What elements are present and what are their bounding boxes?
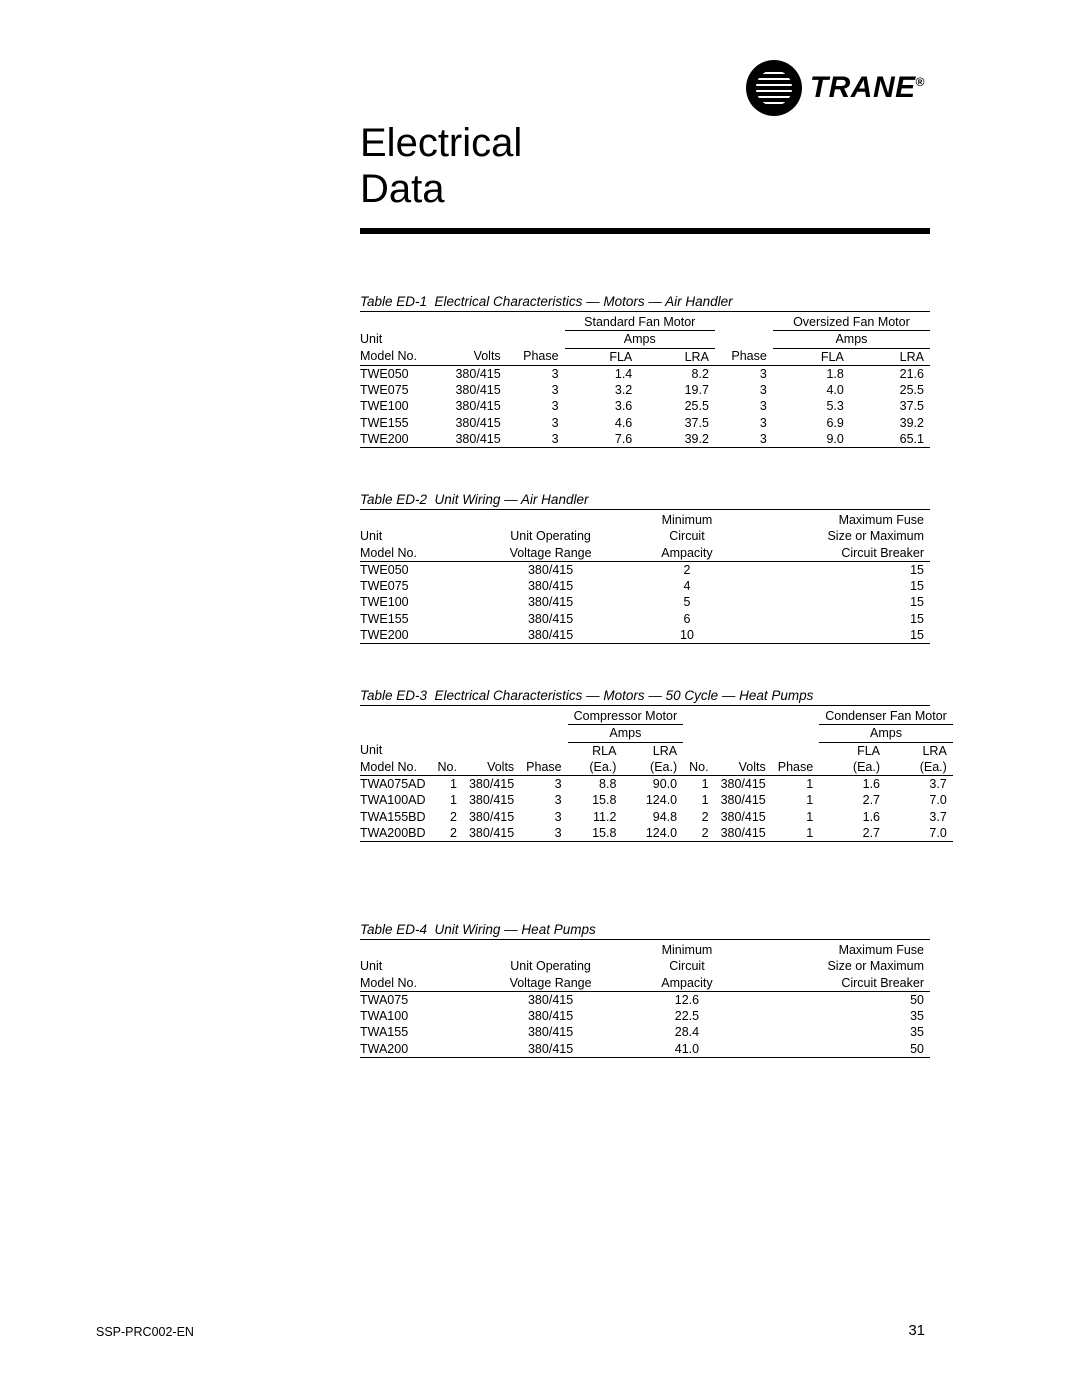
table-row: TWA100AD1380/415315.8124.01380/41512.77.…: [360, 792, 953, 808]
brand-name: TRANE®: [810, 71, 925, 105]
table-row: TWA075380/41512.650: [360, 991, 930, 1008]
table-ed2: Minimum Maximum Fuse Unit Unit Operating…: [360, 512, 930, 644]
table-caption: Table ED-3 Electrical Characteristics — …: [360, 688, 930, 703]
table-row: TWA155380/41528.435: [360, 1024, 930, 1040]
table-row: TWA155BD2380/415311.294.82380/41511.63.7: [360, 809, 953, 825]
table-row: TWE155380/41534.637.536.939.2: [360, 415, 930, 431]
table-row: TWA075AD1380/41538.890.01380/41511.63.7: [360, 776, 953, 793]
page-title: Electrical Data: [360, 120, 930, 212]
table-row: TWE050380/415215: [360, 561, 930, 578]
brand-logo: TRANE®: [746, 60, 925, 116]
table-ed4: Minimum Maximum Fuse Unit Unit Operating…: [360, 942, 930, 1058]
table-row: TWE050380/41531.48.231.821.6: [360, 365, 930, 382]
table-row: TWE200380/41537.639.239.065.1: [360, 431, 930, 448]
page-number: 31: [908, 1322, 925, 1339]
table-row: TWA200380/41541.050: [360, 1041, 930, 1058]
table-row: TWE075380/415415: [360, 578, 930, 594]
table-row: TWA100380/41522.535: [360, 1008, 930, 1024]
table-row: TWE100380/41533.625.535.337.5: [360, 398, 930, 414]
table-row: TWE155380/415615: [360, 611, 930, 627]
table-ed3: Compressor Motor Condenser Fan Motor Amp…: [360, 708, 953, 842]
title-rule: [360, 228, 930, 234]
table-row: TWE075380/41533.219.734.025.5: [360, 382, 930, 398]
table-caption: Table ED-4 Unit Wiring — Heat Pumps: [360, 922, 930, 937]
table-caption: Table ED-2 Unit Wiring — Air Handler: [360, 492, 930, 507]
table-row: TWA200BD2380/415315.8124.02380/41512.77.…: [360, 825, 953, 842]
doc-code: SSP-PRC002-EN: [96, 1325, 194, 1339]
table-ed1: Standard Fan Motor Oversized Fan Motor U…: [360, 314, 930, 448]
logo-icon: [746, 60, 802, 116]
table-row: TWE200380/4151015: [360, 627, 930, 644]
table-row: TWE100380/415515: [360, 594, 930, 610]
table-caption: Table ED-1 Electrical Characteristics — …: [360, 294, 930, 309]
